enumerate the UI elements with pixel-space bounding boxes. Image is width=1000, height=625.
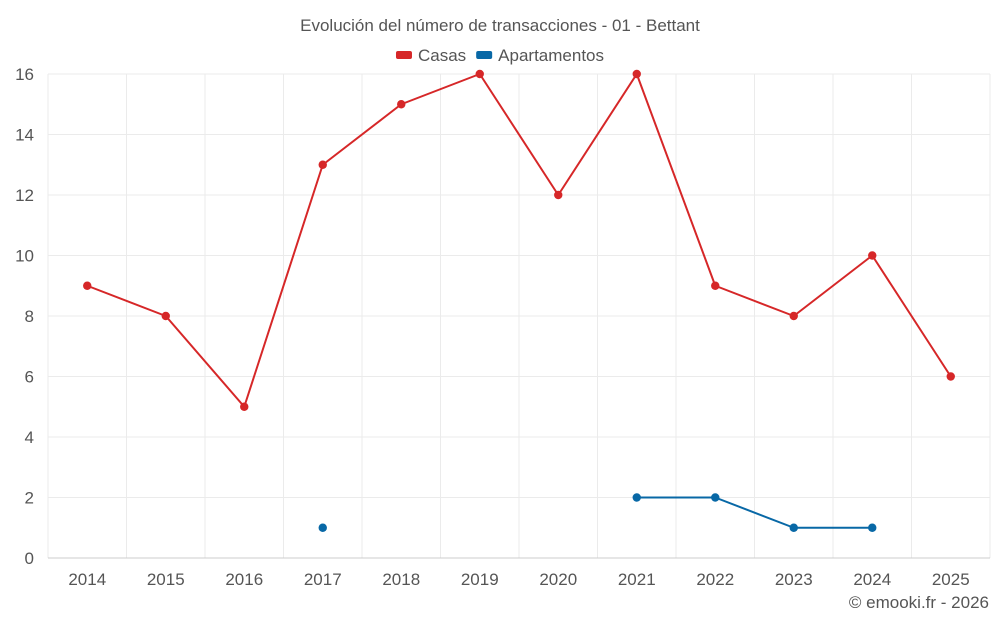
- series-line-casas: [86, 73, 952, 408]
- x-tick-label: 2021: [618, 570, 656, 589]
- data-point-casas-2023[interactable]: [789, 311, 798, 321]
- copyright-credit: © emooki.fr - 2026: [848, 593, 989, 612]
- chart-title: Evolución del número de transacciones - …: [300, 16, 700, 35]
- data-point-casas-2020[interactable]: [554, 190, 563, 200]
- x-tick-label: 2023: [775, 570, 813, 589]
- data-point-casas-2019[interactable]: [475, 69, 484, 79]
- data-point-apartamentos-2021[interactable]: [632, 493, 641, 502]
- data-point-apartamentos-2022[interactable]: [711, 493, 720, 502]
- data-point-casas-2025[interactable]: [946, 372, 955, 381]
- legend-item-casas[interactable]: Casas: [395, 46, 466, 65]
- x-tick-label: 2019: [461, 570, 499, 589]
- x-tick-label: 2025: [932, 570, 970, 589]
- legend: Casas Apartamentos: [395, 46, 604, 65]
- y-tick-label: 0: [25, 549, 34, 568]
- legend-swatch-casas: [395, 51, 412, 59]
- x-tick-label: 2020: [539, 570, 577, 589]
- y-axis: 0 2 4 6 8 10 12 14 16: [15, 65, 34, 568]
- x-axis: 2014 2015 2016 2017 2018 2019 2020 2021 2022 2023…: [68, 570, 969, 589]
- data-point-apartamentos-2024[interactable]: [868, 523, 877, 532]
- y-tick-label: 6: [25, 368, 34, 387]
- data-point-apartamentos-2023[interactable]: [789, 523, 798, 532]
- legend-item-apartamentos[interactable]: Apartamentos: [476, 46, 604, 65]
- legend-label-casas: Casas: [418, 46, 466, 65]
- series-casas: [83, 69, 955, 411]
- x-tick-label: 2024: [853, 570, 891, 589]
- x-tick-label: 2015: [147, 570, 185, 589]
- y-tick-label: 2: [25, 489, 34, 508]
- legend-swatch-apartamentos: [476, 51, 493, 59]
- data-point-casas-2021[interactable]: [632, 69, 641, 79]
- grid: [47, 73, 991, 559]
- y-tick-label: 10: [15, 247, 34, 266]
- y-tick-label: 14: [15, 126, 34, 145]
- x-tick-label: 2016: [225, 570, 263, 589]
- data-point-casas-2022[interactable]: [711, 281, 720, 290]
- x-tick-label: 2014: [68, 570, 106, 589]
- y-tick-label: 12: [15, 186, 34, 205]
- data-point-casas-2017[interactable]: [318, 160, 327, 169]
- data-point-casas-2016[interactable]: [240, 402, 249, 411]
- series-line-apartamentos: [636, 496, 873, 529]
- data-point-casas-2024[interactable]: [868, 251, 877, 260]
- x-tick-label: 2022: [696, 570, 734, 589]
- y-tick-label: 16: [15, 65, 34, 84]
- y-tick-label: 8: [25, 307, 34, 326]
- x-tick-label: 2018: [382, 570, 420, 589]
- y-tick-label: 4: [25, 428, 34, 447]
- data-point-casas-2014[interactable]: [83, 281, 92, 290]
- legend-label-apartamentos: Apartamentos: [498, 46, 604, 65]
- series-layer: [83, 69, 955, 532]
- data-point-casas-2018[interactable]: [397, 100, 406, 109]
- data-point-casas-2015[interactable]: [161, 311, 170, 321]
- data-point-apartamentos-2017[interactable]: [318, 523, 327, 532]
- series-apartamentos: [318, 493, 877, 532]
- x-tick-label: 2017: [304, 570, 342, 589]
